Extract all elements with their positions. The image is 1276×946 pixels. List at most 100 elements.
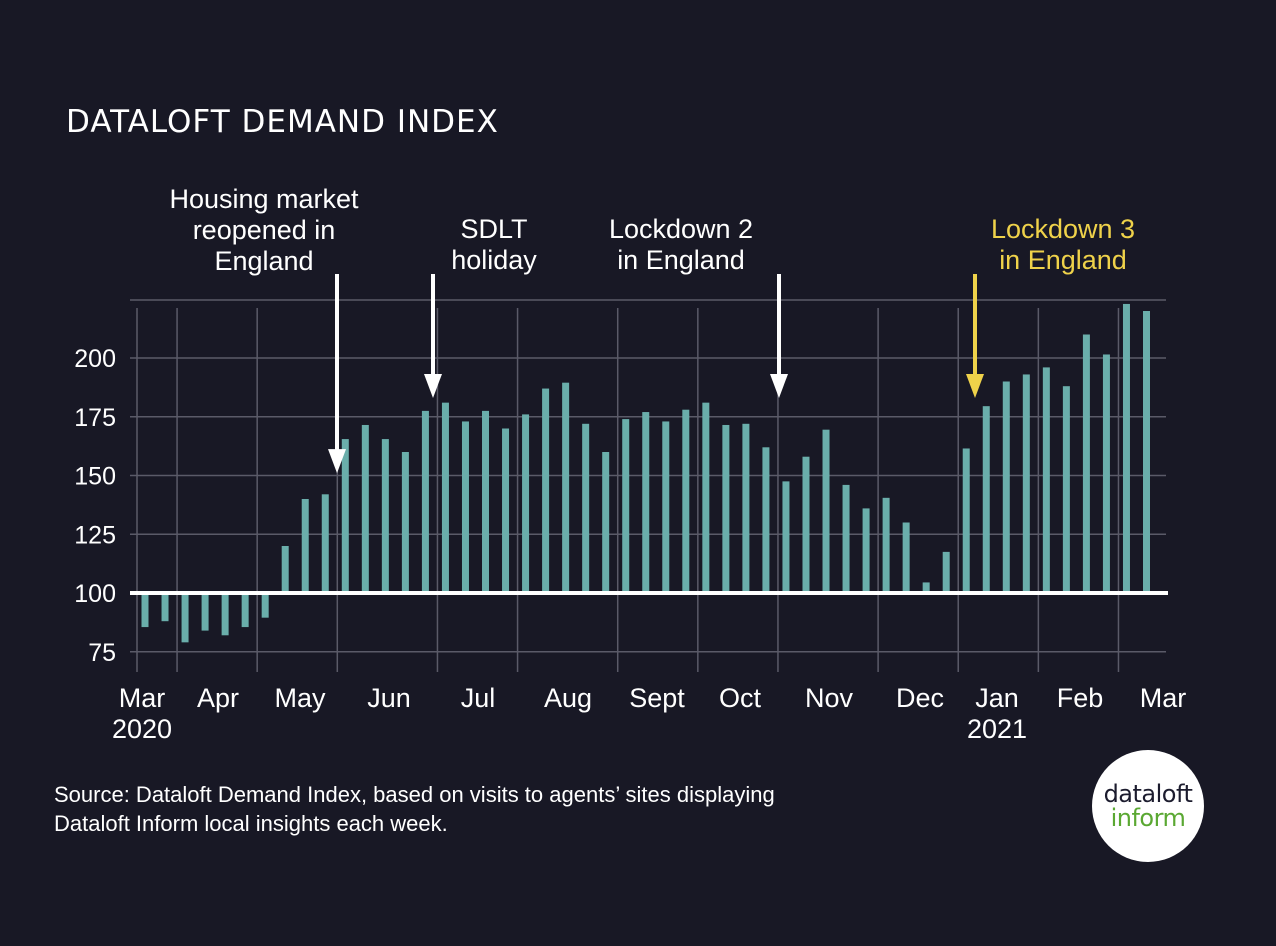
y-tick-label: 100 xyxy=(74,580,116,608)
bar xyxy=(1102,354,1110,593)
bar xyxy=(642,412,650,593)
bar xyxy=(782,481,790,593)
y-tick-label: 75 xyxy=(88,639,116,667)
bar xyxy=(241,593,249,628)
bars xyxy=(141,303,1150,643)
bar xyxy=(1143,311,1150,593)
x-tick-label: Mar xyxy=(1140,683,1187,713)
x-tick-label: Feb xyxy=(1057,683,1104,713)
bar xyxy=(542,388,550,593)
bar xyxy=(181,593,189,643)
annotation-text: Lockdown 3 xyxy=(991,214,1135,244)
annotation-text: England xyxy=(214,246,313,276)
y-tick-label: 125 xyxy=(74,521,116,549)
bar xyxy=(1082,334,1090,593)
y-tick-label: 150 xyxy=(74,463,116,491)
bar xyxy=(822,429,830,593)
annotation-text: in England xyxy=(617,245,745,275)
bar xyxy=(702,402,710,593)
x-tick-label: Apr xyxy=(197,683,239,713)
bar xyxy=(161,593,169,622)
bar xyxy=(1022,374,1030,593)
x-tick-label: Jan xyxy=(975,683,1019,713)
bar xyxy=(722,424,730,593)
annotation-text: reopened in xyxy=(193,215,336,245)
arrow-down-icon xyxy=(966,373,984,398)
bar xyxy=(922,582,930,593)
arrow-down-icon xyxy=(770,373,788,398)
bar xyxy=(1122,303,1130,593)
bar xyxy=(862,508,870,593)
bar xyxy=(482,410,490,593)
dataloft-inform-logo: dataloft inform xyxy=(1092,750,1204,862)
bar xyxy=(582,423,590,593)
x-tick-year-label: 2020 xyxy=(112,714,172,744)
y-axis-ticks: 75 100 125 150 175 200 xyxy=(74,345,116,667)
bar xyxy=(361,424,369,593)
bar xyxy=(341,439,349,593)
y-tick-label: 175 xyxy=(74,404,116,432)
x-tick-label: Aug xyxy=(544,683,592,713)
x-tick-label: Oct xyxy=(719,683,762,713)
x-tick-label: Nov xyxy=(805,683,854,713)
annotation-text: Lockdown 2 xyxy=(609,214,753,244)
bar xyxy=(662,421,670,593)
bar xyxy=(141,593,149,628)
bar xyxy=(562,382,570,593)
bar xyxy=(982,406,990,593)
arrow-down-icon xyxy=(424,373,442,398)
annotation-text: Housing market xyxy=(169,184,359,214)
logo-text-inform: inform xyxy=(1110,804,1186,832)
bar xyxy=(622,419,630,593)
bar xyxy=(321,494,329,593)
bar xyxy=(221,593,229,636)
source-line-2: Dataloft Inform local insights each week… xyxy=(54,811,448,836)
bar xyxy=(1002,381,1010,593)
bar xyxy=(381,439,389,593)
bar xyxy=(201,593,209,631)
bar xyxy=(261,593,269,618)
bar xyxy=(502,428,510,593)
bar xyxy=(441,402,449,593)
source-line-1: Source: Dataloft Demand Index, based on … xyxy=(54,782,775,807)
bar xyxy=(421,410,429,593)
x-tick-label: Jul xyxy=(461,683,496,713)
annotation-text: SDLT xyxy=(460,214,527,244)
x-tick-label: Mar xyxy=(119,683,166,713)
x-tick-label: Dec xyxy=(896,683,944,713)
bar xyxy=(301,499,309,593)
annotation-text: holiday xyxy=(451,245,537,275)
y-tick-label: 200 xyxy=(74,345,116,373)
chart-title: DATALOFT DEMAND INDEX xyxy=(66,104,499,140)
arrow-down-icon xyxy=(328,449,346,474)
annotation-text: in England xyxy=(999,245,1127,275)
x-tick-label: Jun xyxy=(367,683,411,713)
source-note: Source: Dataloft Demand Index, based on … xyxy=(54,780,954,838)
bar xyxy=(401,452,409,593)
bar xyxy=(802,456,810,593)
bar xyxy=(281,546,289,593)
bar xyxy=(962,448,970,593)
logo-text-dataloft: dataloft xyxy=(1103,780,1193,808)
annotation: Lockdown 2in England xyxy=(609,214,788,398)
x-tick-label: May xyxy=(274,683,326,713)
bar xyxy=(842,484,850,593)
bar xyxy=(522,414,530,593)
bar xyxy=(682,409,690,593)
bar xyxy=(461,421,469,593)
bar xyxy=(602,452,610,593)
bar xyxy=(942,551,950,593)
bar xyxy=(902,522,910,593)
bar xyxy=(882,497,890,593)
bar xyxy=(1042,367,1050,593)
bar xyxy=(1062,386,1070,593)
x-tick-year-label: 2021 xyxy=(967,714,1027,744)
bar xyxy=(742,423,750,593)
x-tick-label: Sept xyxy=(629,683,685,713)
annotation: Lockdown 3in England xyxy=(966,214,1135,398)
